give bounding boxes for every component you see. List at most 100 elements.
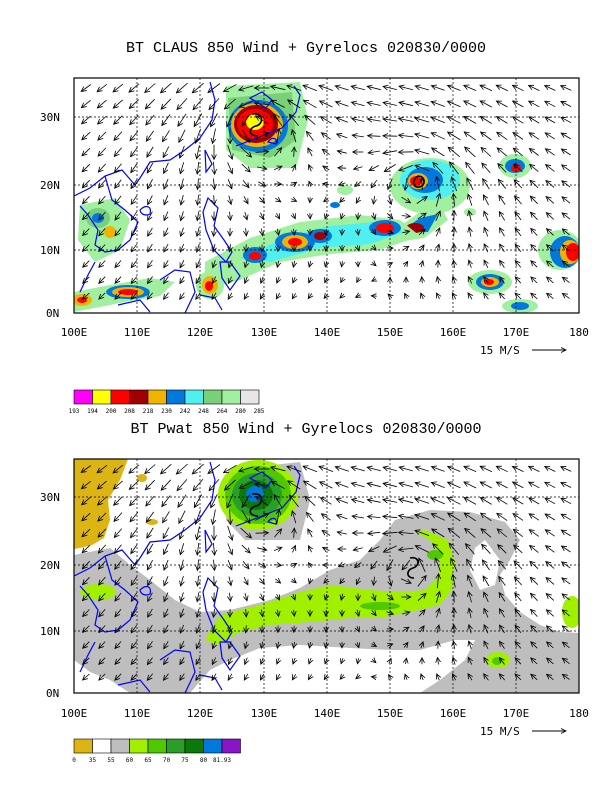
wind-arrow — [436, 228, 439, 237]
wind-arrow — [562, 642, 570, 649]
wind-arrow — [389, 195, 392, 205]
wind-arrow — [99, 592, 106, 601]
wind-arrow — [293, 276, 295, 283]
wind-arrow — [436, 193, 440, 207]
wind-arrow — [291, 199, 296, 202]
wind-arrow — [499, 609, 505, 618]
wind-arrow — [241, 544, 250, 553]
wind-arrow — [561, 149, 571, 156]
wind-arrow — [499, 293, 505, 300]
wind-arrow — [277, 510, 280, 525]
wind-arrow — [229, 641, 231, 648]
wind-arrow — [148, 211, 153, 221]
wind-arrow — [164, 673, 169, 681]
wind-arrow — [214, 227, 215, 236]
wind-arrow — [244, 673, 247, 680]
wind-arrow — [402, 231, 409, 233]
colorbar-label: 285 — [254, 408, 265, 415]
wind-arrow — [213, 128, 216, 144]
wind-arrow — [373, 212, 375, 220]
wind-arrow — [227, 144, 233, 159]
wind-arrow — [163, 130, 170, 141]
wind-arrow — [197, 542, 199, 555]
wind-arrow — [453, 641, 454, 649]
wind-arrow — [224, 464, 237, 472]
wind-arrow — [561, 467, 572, 472]
wind-arrow — [304, 481, 317, 490]
wind-arrow — [514, 545, 523, 554]
colorbar-swatch — [147, 389, 167, 405]
wind-arrow — [464, 498, 477, 505]
wind-arrow — [146, 114, 155, 125]
wind-arrow — [402, 627, 409, 631]
wind-arrow — [229, 195, 231, 205]
wind-arrow — [371, 560, 378, 569]
wind-arrow — [181, 194, 184, 205]
wind-arrow — [484, 293, 489, 300]
wind-arrow — [499, 674, 506, 681]
wind-arrow — [337, 532, 347, 534]
wind-arrow — [515, 196, 522, 205]
panel-2-axes: 30N 20N 10N 0N 100E 110E 120E 130E 140E … — [40, 491, 589, 738]
wind-arrow — [293, 657, 295, 664]
wind-arrow — [209, 98, 220, 109]
wind-arrow — [356, 295, 361, 298]
wind-arrow — [513, 101, 524, 108]
lon-label: 120E — [187, 326, 214, 339]
wind-arrow — [131, 641, 138, 648]
wind-arrow — [261, 260, 262, 268]
wind-arrow — [148, 592, 153, 602]
wind-arrow — [514, 577, 522, 586]
scale-label: 15 M/S — [480, 725, 520, 738]
wind-arrow — [405, 674, 407, 680]
wind-arrow — [271, 467, 286, 472]
lon-label: 130E — [251, 707, 278, 720]
wind-arrow — [562, 181, 571, 188]
wind-arrow — [262, 609, 263, 617]
wind-arrow — [324, 294, 328, 299]
wind-arrow — [213, 542, 214, 555]
wind-arrow — [308, 674, 311, 679]
wind-arrow — [277, 609, 278, 617]
wind-arrow — [513, 148, 523, 157]
wind-arrow — [336, 483, 349, 488]
wind-arrow — [308, 294, 312, 299]
wind-arrow — [562, 626, 570, 633]
wind-arrow — [515, 293, 522, 300]
wind-arrow — [83, 228, 90, 236]
wind-arrow — [531, 228, 538, 236]
wind-arrow — [131, 544, 138, 553]
wind-arrow — [181, 178, 184, 190]
panel-2-colorbar: 0 35 55 60 65 70 75 80 81.93 — [72, 738, 241, 764]
wind-arrow — [500, 658, 505, 665]
wind-arrow — [529, 85, 540, 91]
wind-arrow — [274, 495, 283, 508]
wind-arrow — [373, 593, 375, 600]
wind-arrow — [448, 117, 461, 124]
wind-arrow — [480, 117, 492, 124]
wind-arrow — [448, 498, 461, 505]
wind-arrow — [497, 513, 508, 521]
wind-arrow — [114, 147, 123, 157]
wind-arrow — [498, 179, 507, 189]
wind-arrow — [464, 513, 477, 522]
wind-arrow — [180, 641, 184, 649]
wind-arrow — [293, 213, 296, 218]
wind-arrow — [113, 464, 124, 473]
wind-arrow — [193, 479, 204, 490]
wind-arrow — [513, 514, 524, 521]
wind-arrow — [483, 195, 489, 206]
wind-arrow — [114, 512, 123, 522]
wind-arrow — [99, 657, 106, 665]
wind-arrow — [467, 559, 474, 571]
wind-arrow — [531, 293, 538, 300]
lon-label: 100E — [61, 326, 88, 339]
colorbar-label: 280 — [235, 408, 246, 415]
wind-arrow — [180, 145, 185, 158]
wind-arrow — [324, 579, 328, 583]
wind-arrow — [481, 132, 492, 141]
wind-arrow — [469, 260, 472, 268]
wind-arrow — [212, 657, 215, 665]
wind-arrow — [261, 276, 263, 283]
wind-arrow — [367, 103, 381, 106]
